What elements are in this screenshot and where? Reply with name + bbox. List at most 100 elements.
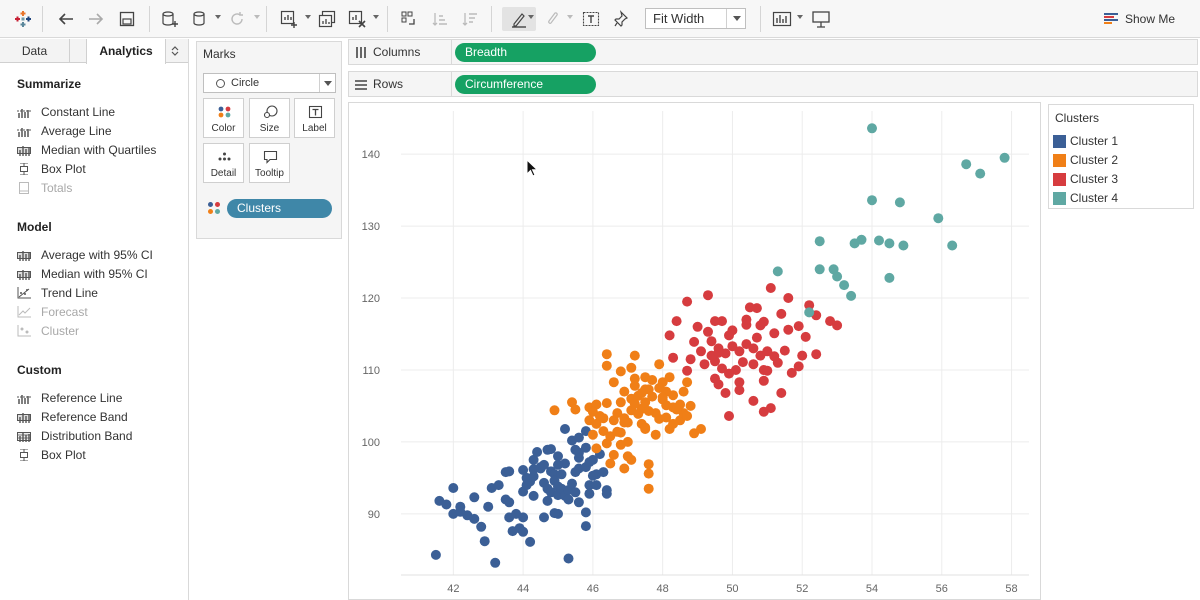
legend-item-cluster-2[interactable]: Cluster 2 xyxy=(1053,152,1118,168)
data-point-cluster-2[interactable] xyxy=(647,375,658,385)
data-point-cluster-3[interactable] xyxy=(710,316,720,327)
data-point-cluster-2[interactable] xyxy=(615,427,626,438)
data-point-cluster-4[interactable] xyxy=(874,235,884,246)
data-point-cluster-1[interactable] xyxy=(563,494,574,505)
data-point-cluster-2[interactable] xyxy=(643,483,654,494)
sort-descending-icon[interactable] xyxy=(460,7,480,31)
data-point-cluster-3[interactable] xyxy=(797,350,808,361)
data-point-cluster-1[interactable] xyxy=(584,457,595,468)
save-icon[interactable] xyxy=(117,7,137,31)
data-point-cluster-2[interactable] xyxy=(668,390,679,401)
legend-item-cluster-3[interactable]: Cluster 3 xyxy=(1053,171,1118,187)
data-point-cluster-2[interactable] xyxy=(591,418,602,429)
data-point-cluster-1[interactable] xyxy=(528,490,539,501)
data-point-cluster-3[interactable] xyxy=(696,346,706,357)
data-point-cluster-1[interactable] xyxy=(504,466,515,477)
data-point-cluster-1[interactable] xyxy=(580,521,591,532)
data-point-cluster-1[interactable] xyxy=(546,444,556,455)
data-point-cluster-3[interactable] xyxy=(793,361,804,372)
data-point-cluster-2[interactable] xyxy=(640,422,651,433)
data-point-cluster-1[interactable] xyxy=(441,499,452,510)
data-point-cluster-2[interactable] xyxy=(570,404,581,415)
data-point-cluster-2[interactable] xyxy=(647,391,658,402)
data-point-cluster-2[interactable] xyxy=(591,443,602,454)
presentation-mode-icon[interactable] xyxy=(810,7,832,31)
data-point-cluster-2[interactable] xyxy=(661,400,672,411)
sort-ascending-icon[interactable] xyxy=(430,7,450,31)
data-point-cluster-3[interactable] xyxy=(717,363,727,374)
data-point-cluster-2[interactable] xyxy=(608,377,619,388)
data-point-cluster-3[interactable] xyxy=(748,395,759,406)
data-point-cluster-2[interactable] xyxy=(615,439,626,450)
data-point-cluster-2[interactable] xyxy=(671,404,682,415)
data-point-cluster-3[interactable] xyxy=(713,347,724,358)
data-point-cluster-1[interactable] xyxy=(560,424,570,434)
data-point-cluster-2[interactable] xyxy=(629,373,640,384)
analytics-item-average-ci[interactable]: Average with 95% CI xyxy=(17,247,153,263)
breadth-pill[interactable]: Breadth xyxy=(455,43,596,62)
data-point-cluster-4[interactable] xyxy=(867,195,877,206)
swap-rows-columns-icon[interactable] xyxy=(398,7,420,31)
scatter-plot[interactable]: 42 44 46 48 50 52 54 56 58 90 100 110 120 130 140 xyxy=(349,103,1040,599)
legend-item-cluster-4[interactable]: Cluster 4 xyxy=(1053,190,1118,206)
clusters-pill[interactable]: Clusters xyxy=(227,199,332,218)
analytics-item-box-plot[interactable]: Box Plot xyxy=(17,161,86,177)
data-point-cluster-3[interactable] xyxy=(783,324,794,335)
new-data-source-icon[interactable] xyxy=(160,7,180,31)
data-point-cluster-3[interactable] xyxy=(682,365,693,376)
data-point-cluster-4[interactable] xyxy=(772,266,783,277)
data-point-cluster-1[interactable] xyxy=(553,451,563,462)
data-point-cluster-1[interactable] xyxy=(430,549,441,560)
data-point-cluster-4[interactable] xyxy=(999,152,1010,163)
data-point-cluster-3[interactable] xyxy=(751,332,762,343)
pane-menu-icon[interactable] xyxy=(170,45,180,57)
data-point-cluster-1[interactable] xyxy=(479,536,490,547)
data-point-cluster-3[interactable] xyxy=(703,326,713,337)
data-point-cluster-2[interactable] xyxy=(619,463,630,474)
data-point-cluster-3[interactable] xyxy=(832,320,843,331)
data-point-cluster-3[interactable] xyxy=(769,328,780,339)
marks-tooltip-button[interactable]: Tooltip xyxy=(249,143,290,183)
data-point-cluster-2[interactable] xyxy=(661,412,672,423)
data-point-cluster-2[interactable] xyxy=(601,360,612,371)
scatter-plot-view[interactable]: 42 44 46 48 50 52 54 56 58 90 100 110 120 130 140 xyxy=(348,102,1041,600)
data-point-cluster-2[interactable] xyxy=(682,377,693,388)
data-point-cluster-3[interactable] xyxy=(689,336,700,347)
redo-icon[interactable] xyxy=(86,7,106,31)
tableau-logo-icon[interactable] xyxy=(12,7,34,31)
data-point-cluster-3[interactable] xyxy=(703,290,713,301)
data-point-cluster-1[interactable] xyxy=(518,465,529,475)
data-point-cluster-3[interactable] xyxy=(758,375,769,386)
data-point-cluster-3[interactable] xyxy=(751,303,762,314)
data-point-cluster-3[interactable] xyxy=(727,325,738,336)
data-point-cluster-4[interactable] xyxy=(884,238,895,249)
data-point-cluster-3[interactable] xyxy=(748,343,759,354)
undo-icon[interactable] xyxy=(56,7,76,31)
data-point-cluster-1[interactable] xyxy=(518,512,529,523)
data-point-cluster-1[interactable] xyxy=(539,512,549,523)
data-point-cluster-1[interactable] xyxy=(563,553,574,564)
data-point-cluster-2[interactable] xyxy=(549,405,560,416)
data-point-cluster-1[interactable] xyxy=(528,454,539,465)
fix-axes-icon[interactable] xyxy=(612,7,632,31)
data-point-cluster-3[interactable] xyxy=(734,377,745,388)
data-point-cluster-2[interactable] xyxy=(664,372,675,383)
duplicate-sheet-icon[interactable] xyxy=(316,7,338,31)
fit-dropdown[interactable]: Fit Width xyxy=(645,8,746,29)
data-point-cluster-1[interactable] xyxy=(591,480,602,491)
data-point-cluster-1[interactable] xyxy=(532,447,543,457)
tab-analytics[interactable]: Analytics xyxy=(86,39,166,64)
data-point-cluster-1[interactable] xyxy=(525,536,536,547)
data-point-cluster-2[interactable] xyxy=(605,458,616,469)
analytics-item-average-line[interactable]: Average Line xyxy=(17,123,112,139)
data-point-cluster-4[interactable] xyxy=(884,272,895,283)
data-point-cluster-3[interactable] xyxy=(772,357,783,368)
data-point-cluster-1[interactable] xyxy=(587,470,598,481)
data-point-cluster-3[interactable] xyxy=(734,385,745,396)
data-point-cluster-2[interactable] xyxy=(657,392,668,403)
data-point-cluster-4[interactable] xyxy=(898,240,909,251)
data-point-cluster-1[interactable] xyxy=(476,521,487,532)
data-point-cluster-1[interactable] xyxy=(542,495,553,506)
data-point-cluster-2[interactable] xyxy=(587,429,598,440)
analytics-item-median-quartiles[interactable]: Median with Quartiles xyxy=(17,142,156,158)
